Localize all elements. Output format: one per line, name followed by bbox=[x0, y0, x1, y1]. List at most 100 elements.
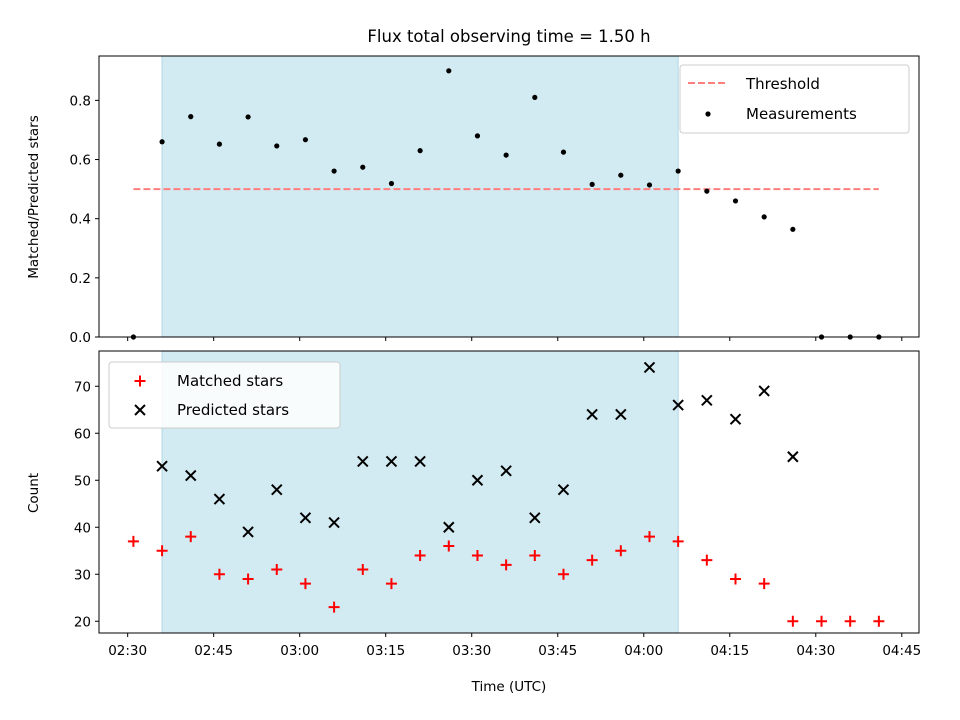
matched-star-point bbox=[127, 535, 139, 547]
legend-box bbox=[108, 361, 341, 429]
measurement-point bbox=[732, 198, 739, 204]
matched-star-point bbox=[357, 564, 369, 576]
matched-star-point bbox=[586, 554, 598, 566]
matched-star-point bbox=[443, 540, 455, 552]
x-tick-label: 02:45 bbox=[194, 643, 233, 659]
measurement-point bbox=[159, 139, 165, 145]
measurement-point bbox=[618, 172, 624, 178]
legend-label: Matched stars bbox=[177, 372, 283, 390]
matched-star-point bbox=[615, 545, 627, 557]
y-tick-label: 40 bbox=[74, 520, 91, 536]
matched-star-point bbox=[643, 531, 655, 543]
legend-box bbox=[679, 64, 910, 134]
matched-star-point bbox=[500, 559, 512, 571]
x-tick-label: 03:30 bbox=[452, 643, 491, 659]
legend-label: Measurements bbox=[746, 105, 857, 123]
measurement-point bbox=[589, 181, 595, 187]
predicted-star-point bbox=[615, 408, 627, 421]
predicted-star-point bbox=[557, 483, 570, 496]
measurement-point bbox=[331, 168, 337, 174]
top-panel: 0.0 0.2 0.4 0.6 0.8 Threshold Measurements bbox=[70, 55, 920, 346]
matched-star-point bbox=[385, 578, 397, 590]
predicted-star-point bbox=[672, 399, 684, 411]
matched-star-point bbox=[816, 615, 828, 627]
x-tick-label: 03:00 bbox=[280, 643, 319, 659]
matched-star-point bbox=[156, 545, 168, 557]
matched-star-point bbox=[185, 531, 197, 543]
x-tick-label: 03:45 bbox=[538, 643, 577, 659]
measurement-point bbox=[446, 68, 452, 74]
x-tick-label: 04:45 bbox=[882, 643, 921, 659]
y-tick-label: 0.6 bbox=[70, 153, 91, 169]
predicted-star-point bbox=[529, 512, 541, 524]
axes-frame bbox=[98, 55, 920, 338]
y-tick-label: 30 bbox=[74, 567, 91, 583]
x-tick-label: 04:15 bbox=[710, 643, 749, 659]
predicted-star-point bbox=[414, 455, 426, 468]
measurement-point bbox=[388, 180, 395, 187]
matched-star-point bbox=[844, 615, 856, 627]
measurement-point bbox=[360, 164, 366, 170]
measurement-point bbox=[704, 188, 710, 194]
predicted-star-point bbox=[299, 512, 312, 524]
y-tick-label: 70 bbox=[74, 379, 91, 395]
predicted-star-point bbox=[271, 483, 283, 496]
matched-star-point bbox=[299, 578, 311, 590]
bottom-y-axis-label: Count bbox=[26, 473, 42, 513]
y-tick-label: 50 bbox=[74, 473, 91, 489]
predicted-star-point bbox=[156, 460, 168, 472]
matched-star-point bbox=[414, 549, 426, 561]
measurement-point bbox=[560, 149, 567, 155]
measurement-point bbox=[503, 152, 509, 158]
measurement-point bbox=[274, 143, 280, 149]
measurement-point bbox=[302, 137, 309, 143]
top-y-axis-label: Matched/Predicted stars bbox=[26, 115, 42, 278]
legend: Threshold Measurements bbox=[679, 64, 910, 134]
y-tick-label: 0.0 bbox=[70, 330, 91, 346]
measurement-point bbox=[417, 148, 423, 154]
shaded-span bbox=[161, 55, 679, 338]
matched-star-point bbox=[328, 601, 340, 613]
predicted-star-point bbox=[385, 455, 398, 468]
measurement-point bbox=[188, 114, 194, 120]
axes-frame bbox=[98, 350, 920, 634]
measurement-point bbox=[245, 114, 251, 120]
y-tick-label: 0.4 bbox=[70, 212, 91, 228]
y-tick-label: 0.2 bbox=[70, 271, 91, 287]
predicted-star-point bbox=[242, 526, 254, 538]
predicted-star-point bbox=[643, 361, 656, 374]
x-tick-label: 03:15 bbox=[366, 643, 405, 659]
bottom-panel: 20 30 40 50 60 70 02:30 02:45 03:00 03:15 03:30 03:… bbox=[74, 350, 921, 659]
legend-label: Threshold bbox=[745, 75, 820, 93]
matched-star-point bbox=[672, 535, 684, 547]
x-tick-label: 02:30 bbox=[108, 643, 147, 659]
predicted-star-point bbox=[213, 493, 226, 505]
measurement-point bbox=[216, 141, 223, 147]
predicted-star-point bbox=[787, 451, 799, 463]
legend-label: Predicted stars bbox=[177, 401, 289, 419]
predicted-star-point bbox=[471, 474, 484, 486]
matched-star-point bbox=[557, 568, 569, 580]
predicted-star-point bbox=[701, 394, 713, 407]
predicted-star-point bbox=[500, 465, 512, 477]
legend-predicted-swatch bbox=[134, 404, 146, 416]
y-tick-label: 60 bbox=[74, 426, 91, 442]
matched-star-point bbox=[873, 615, 885, 627]
matched-star-point bbox=[471, 549, 483, 561]
x-tick-label: 04:00 bbox=[624, 643, 663, 659]
legend-matched-swatch bbox=[134, 375, 146, 387]
legend: Matched stars Predicted stars bbox=[108, 361, 341, 429]
predicted-star-point bbox=[185, 469, 197, 482]
matched-star-point bbox=[242, 573, 254, 585]
matched-star-point bbox=[730, 573, 742, 585]
matched-star-point bbox=[213, 568, 225, 580]
measurement-point bbox=[675, 168, 681, 174]
x-tick-label: 04:30 bbox=[796, 643, 835, 659]
predicted-star-point bbox=[328, 516, 340, 529]
matched-star-point bbox=[529, 549, 541, 561]
measurement-point bbox=[761, 214, 767, 220]
measurement-point bbox=[532, 94, 538, 101]
x-axis-label: Time (UTC) bbox=[471, 679, 547, 695]
matched-star-point bbox=[271, 564, 283, 576]
